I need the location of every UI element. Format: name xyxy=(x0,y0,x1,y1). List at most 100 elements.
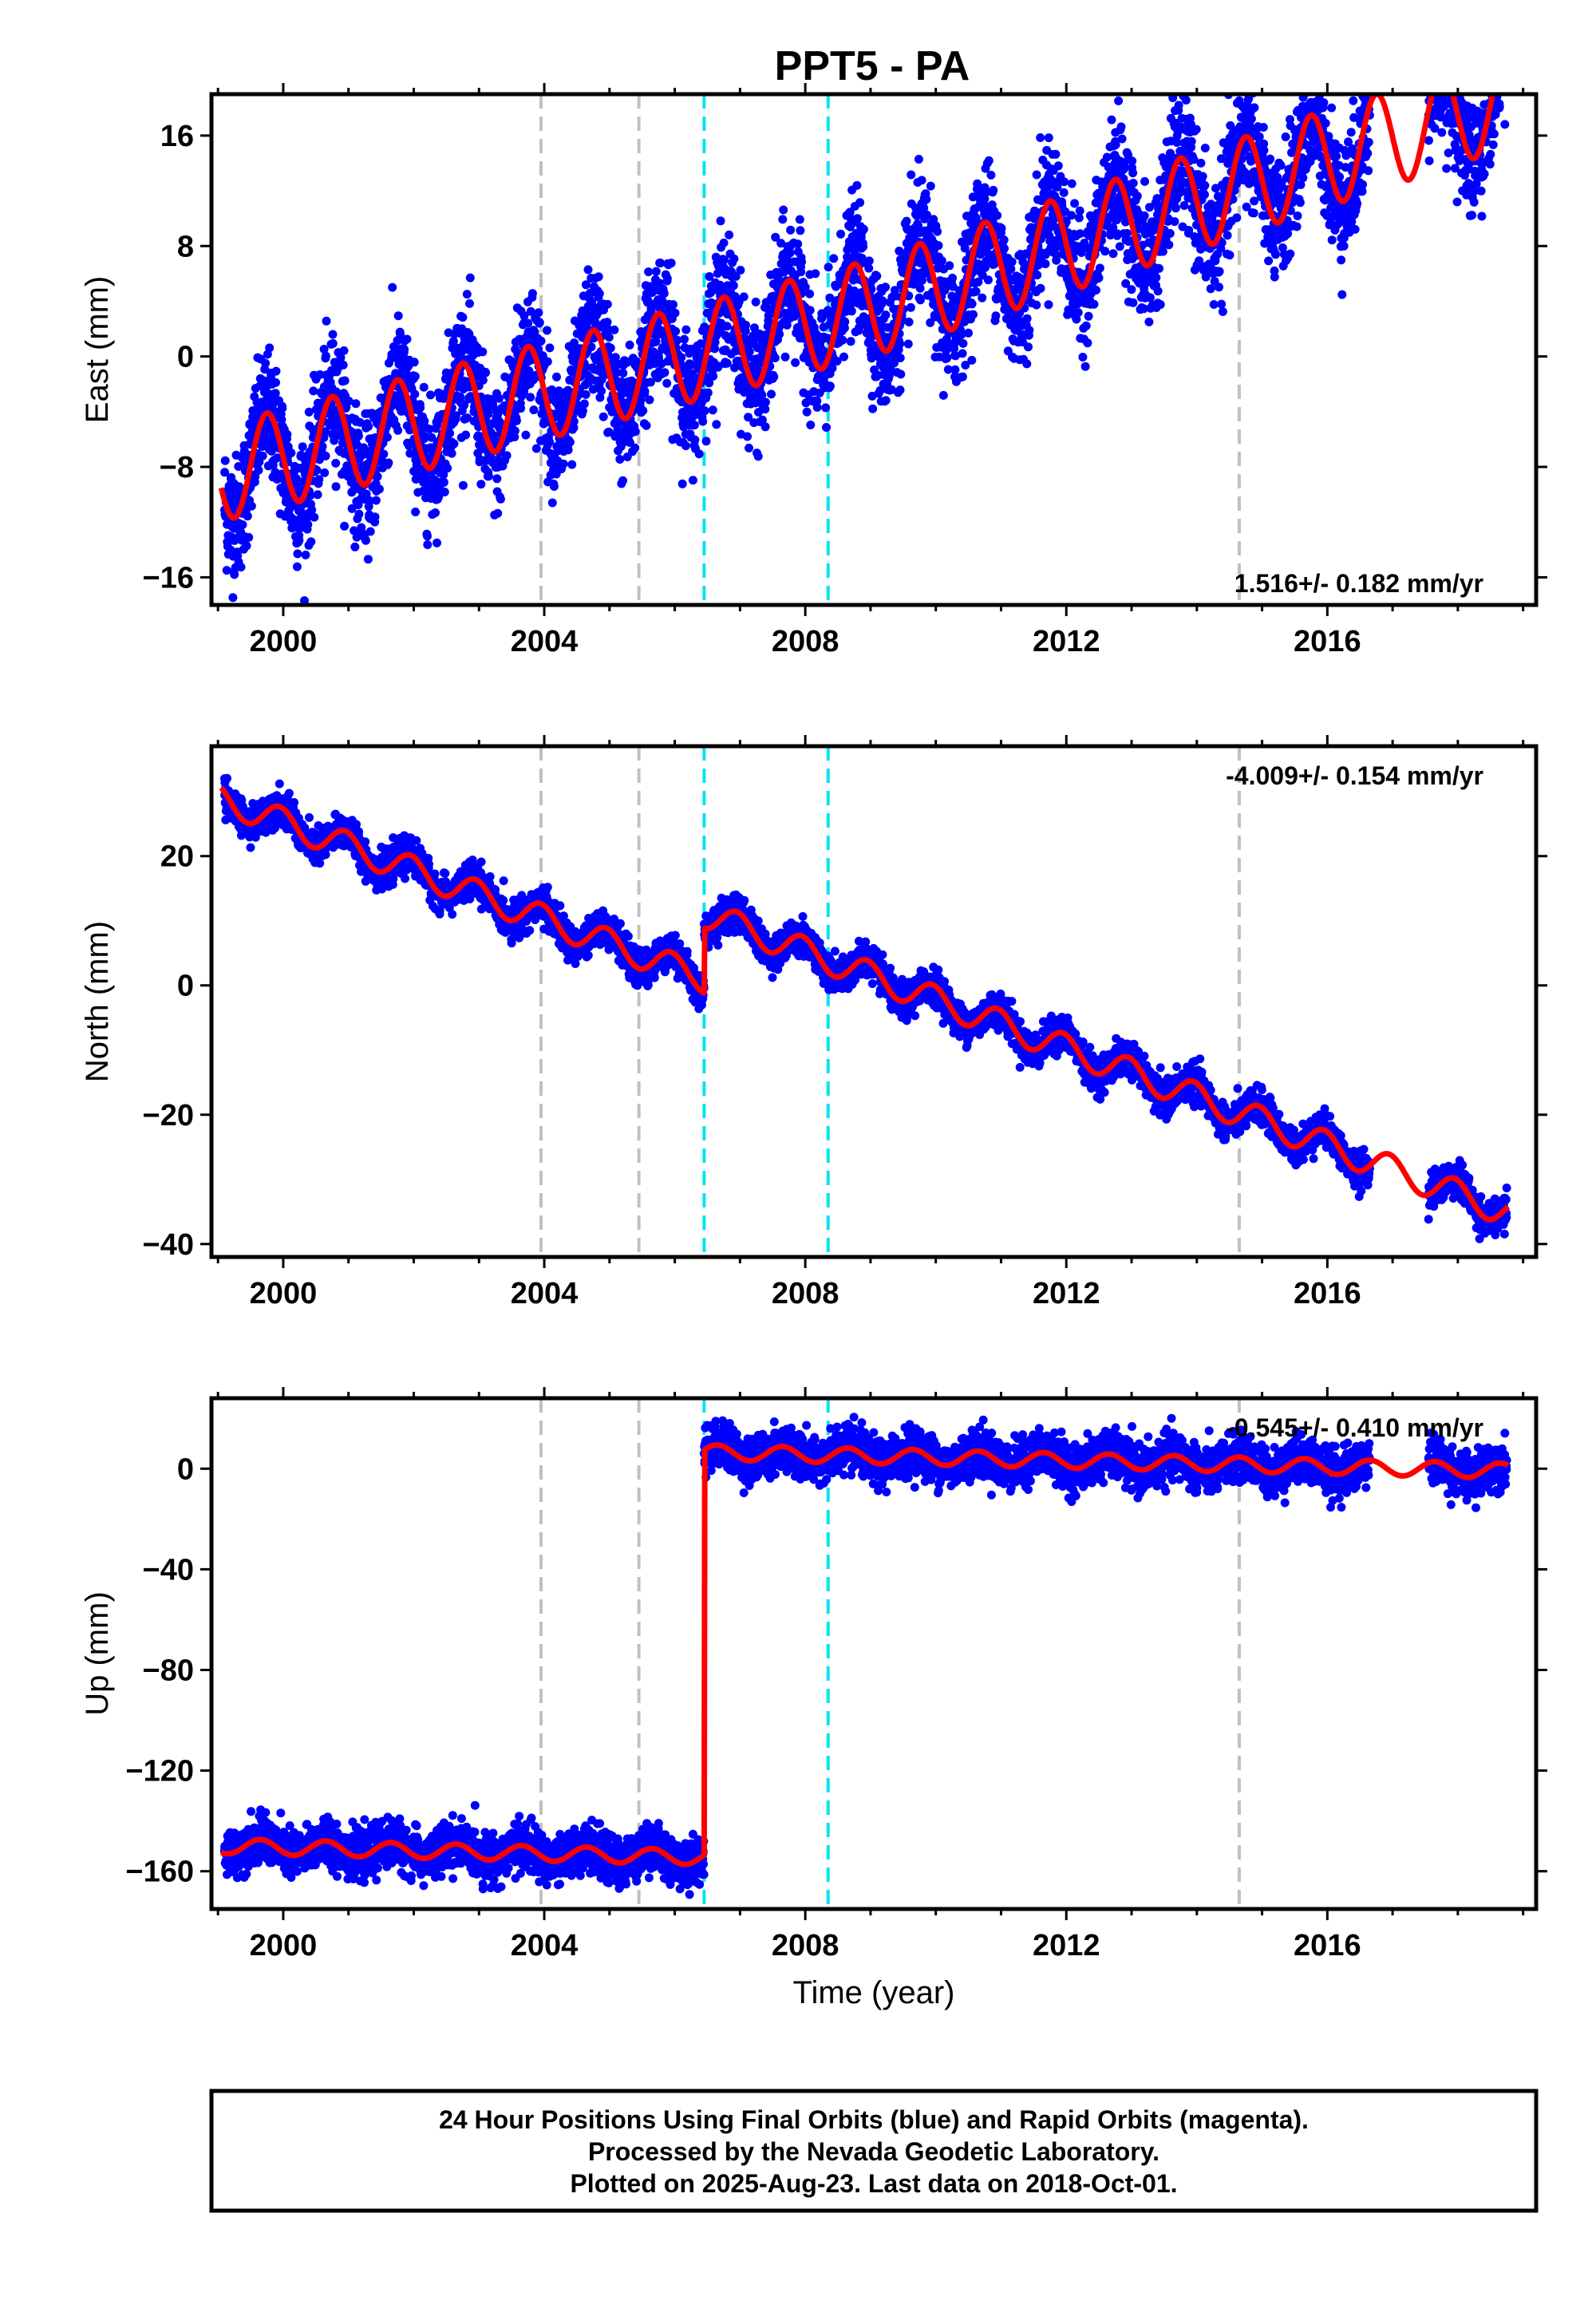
data-point xyxy=(1022,359,1032,369)
data-point xyxy=(743,432,752,441)
data-point xyxy=(1181,96,1191,105)
data-point xyxy=(958,338,968,348)
data-point xyxy=(1060,177,1069,187)
data-point xyxy=(701,437,711,446)
data-point xyxy=(1107,115,1116,124)
data-point xyxy=(1286,249,1295,259)
data-point xyxy=(878,296,887,306)
data-point xyxy=(958,372,967,381)
data-point xyxy=(569,417,579,426)
data-point xyxy=(1000,243,1009,253)
data-point xyxy=(821,403,831,413)
data-point xyxy=(1081,321,1091,330)
data-point xyxy=(441,368,451,377)
data-point xyxy=(320,468,330,477)
data-point xyxy=(1327,103,1337,113)
data-point xyxy=(983,275,993,285)
data-point xyxy=(278,403,287,413)
data-point xyxy=(662,378,672,388)
data-point xyxy=(1128,179,1138,188)
data-point xyxy=(630,427,640,437)
data-point xyxy=(971,287,981,296)
data-point xyxy=(991,311,1001,321)
data-point xyxy=(1051,149,1061,159)
data-point xyxy=(625,340,634,350)
data-point xyxy=(705,272,714,281)
data-point xyxy=(615,455,625,464)
data-point xyxy=(1316,82,1325,91)
data-point xyxy=(585,288,595,298)
data-point xyxy=(536,336,546,346)
data-point xyxy=(265,343,275,353)
data-point xyxy=(1067,211,1077,220)
data-point xyxy=(859,242,868,251)
data-point xyxy=(552,372,561,381)
data-point xyxy=(307,505,317,515)
data-point xyxy=(351,399,361,409)
data-point xyxy=(881,283,891,292)
data-point xyxy=(587,298,597,307)
data-point xyxy=(545,343,555,353)
data-point xyxy=(967,355,977,365)
data-point xyxy=(694,449,704,459)
data-point xyxy=(527,289,537,298)
data-point xyxy=(410,389,420,399)
data-point xyxy=(433,538,441,547)
data-point xyxy=(242,541,251,551)
data-point xyxy=(306,491,315,500)
data-point xyxy=(859,224,868,234)
data-point xyxy=(322,316,331,326)
data-point xyxy=(812,402,822,412)
data-point xyxy=(354,509,364,519)
data-point xyxy=(1114,96,1124,105)
data-point xyxy=(306,537,316,547)
data-point xyxy=(832,357,842,366)
data-point xyxy=(563,445,573,455)
data-point xyxy=(549,482,559,491)
data-point xyxy=(1128,298,1138,307)
data-point xyxy=(1170,217,1179,227)
data-point xyxy=(745,443,753,453)
data-point xyxy=(677,353,686,362)
data-point xyxy=(839,352,848,362)
data-point xyxy=(478,347,488,357)
data-point xyxy=(273,453,282,463)
data-point xyxy=(331,482,341,492)
data-point xyxy=(431,508,440,517)
data-point xyxy=(460,401,469,410)
data-point xyxy=(388,283,397,292)
data-point xyxy=(484,472,493,481)
data-point xyxy=(1281,132,1290,141)
data-point xyxy=(1041,259,1050,269)
data-point xyxy=(1007,257,1017,267)
data-point xyxy=(1025,326,1034,335)
data-point xyxy=(1059,188,1069,197)
data-point xyxy=(1318,73,1327,81)
data-point xyxy=(1144,317,1154,326)
data-point xyxy=(1302,81,1310,89)
data-point xyxy=(1319,98,1329,108)
data-point xyxy=(374,484,384,494)
data-point xyxy=(1209,300,1219,309)
data-point xyxy=(811,269,820,279)
data-point xyxy=(347,504,357,513)
data-point xyxy=(613,425,622,435)
data-point xyxy=(350,542,360,551)
data-point xyxy=(510,426,519,436)
data-point xyxy=(524,366,534,376)
data-point xyxy=(999,235,1009,245)
data-point xyxy=(1200,180,1210,190)
data-point xyxy=(1083,338,1092,348)
data-point xyxy=(1316,82,1325,91)
data-point xyxy=(942,354,952,363)
data-point xyxy=(1044,133,1053,143)
data-point xyxy=(604,333,614,342)
data-point xyxy=(313,490,322,500)
data-point xyxy=(782,320,792,330)
data-point xyxy=(581,280,591,290)
data-point xyxy=(1153,287,1163,296)
data-point xyxy=(895,385,905,395)
data-point xyxy=(582,362,591,372)
data-point xyxy=(646,377,655,387)
data-point xyxy=(304,407,314,417)
